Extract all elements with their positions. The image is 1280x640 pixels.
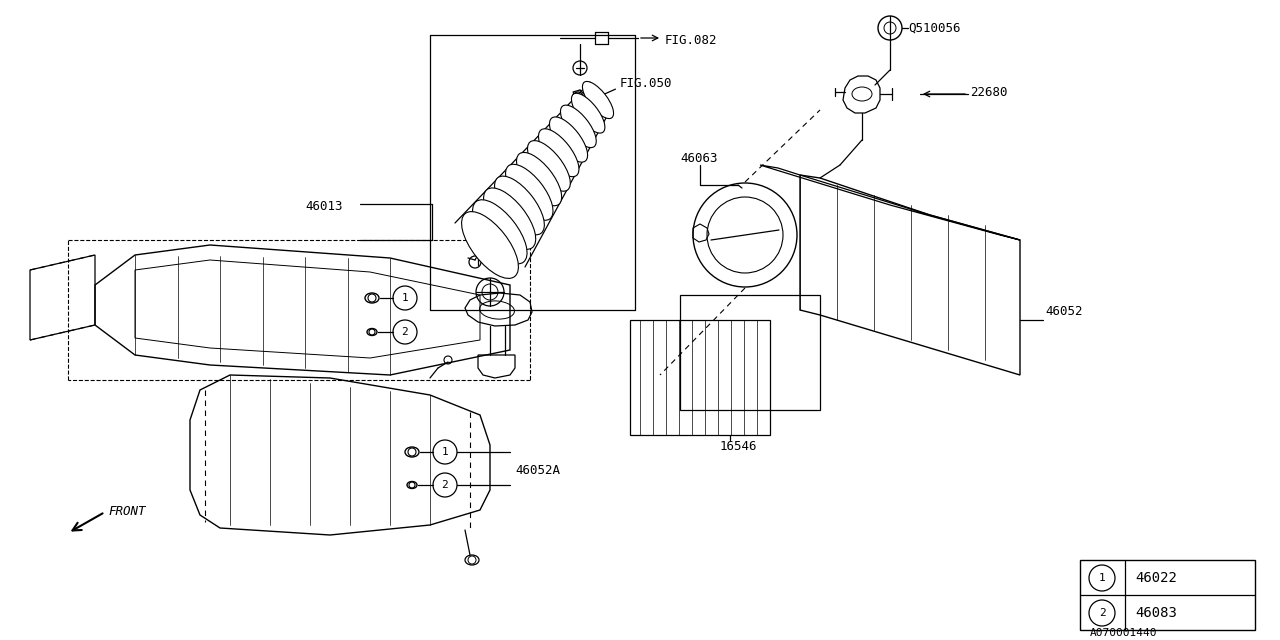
Text: 46083: 46083 (1135, 606, 1176, 620)
Text: 1: 1 (442, 447, 448, 457)
Text: FIG.082: FIG.082 (666, 34, 718, 47)
Text: FRONT: FRONT (108, 505, 146, 518)
Text: 2: 2 (1098, 608, 1106, 618)
Bar (1080, 560, 1254, 630)
Text: 46052: 46052 (1044, 305, 1083, 318)
Text: 1: 1 (402, 293, 408, 303)
Ellipse shape (527, 141, 571, 191)
Text: 16546: 16546 (719, 440, 758, 453)
Text: 46013: 46013 (305, 200, 343, 213)
Text: 2: 2 (442, 480, 448, 490)
Ellipse shape (506, 164, 553, 220)
Ellipse shape (582, 81, 613, 118)
Text: 22680: 22680 (970, 86, 1007, 99)
Ellipse shape (539, 129, 579, 177)
Ellipse shape (517, 152, 562, 205)
Ellipse shape (462, 212, 518, 278)
Ellipse shape (494, 176, 544, 235)
Text: Q510056: Q510056 (908, 22, 960, 35)
Text: FIG.050: FIG.050 (620, 77, 672, 90)
Text: 2: 2 (402, 327, 408, 337)
Text: A070001440: A070001440 (1091, 628, 1157, 638)
Ellipse shape (549, 117, 588, 162)
Text: 46022: 46022 (1135, 571, 1176, 585)
Ellipse shape (561, 105, 596, 148)
Text: 1: 1 (1098, 573, 1106, 583)
Ellipse shape (571, 93, 605, 133)
Ellipse shape (484, 188, 536, 250)
Text: 46063: 46063 (680, 152, 718, 165)
Text: 46052A: 46052A (515, 464, 561, 477)
Ellipse shape (472, 200, 527, 264)
